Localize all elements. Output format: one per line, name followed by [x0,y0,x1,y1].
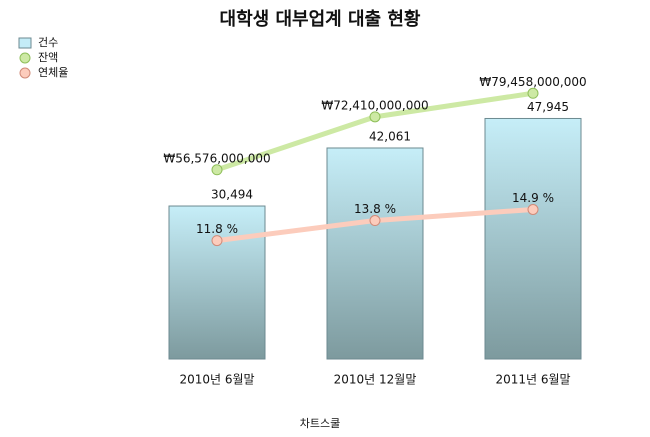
line-value-label: ₩56,576,000,000 [163,151,270,165]
bar-value-label: 42,061 [369,129,411,143]
line-value-label: 14.9 % [512,191,554,205]
chart-title: 대학생 대부업계 대출 현황 [220,8,421,30]
bar-value-label: 30,494 [211,188,253,202]
x-tick-label: 2011년 6월말 [495,373,570,387]
line-marker [211,164,223,176]
legend-label: 잔액 [38,51,58,64]
line-value-label: ₩79,458,000,000 [479,75,586,89]
bar [326,147,424,360]
line-marker [527,87,539,99]
legend-swatch [18,37,32,49]
bar [484,117,582,360]
legend-label: 건수 [38,36,58,49]
x-tick-label: 2010년 6월말 [179,373,254,387]
bar-value-label: 47,945 [527,100,569,114]
x-tick-label: 2010년 12월말 [334,373,417,387]
bar [168,205,266,360]
legend-swatch [19,52,31,64]
line-value-label: 11.8 % [196,222,238,236]
line-value-label: 13.8 % [354,202,396,216]
line-marker [369,111,381,123]
legend-swatch [19,67,31,79]
line-value-label: ₩72,410,000,000 [321,98,428,112]
line-marker [211,235,223,247]
source: 차트스쿨 [300,417,340,430]
legend-label: 연체율 [38,66,68,79]
line-marker [527,204,539,216]
line-marker [369,215,381,227]
